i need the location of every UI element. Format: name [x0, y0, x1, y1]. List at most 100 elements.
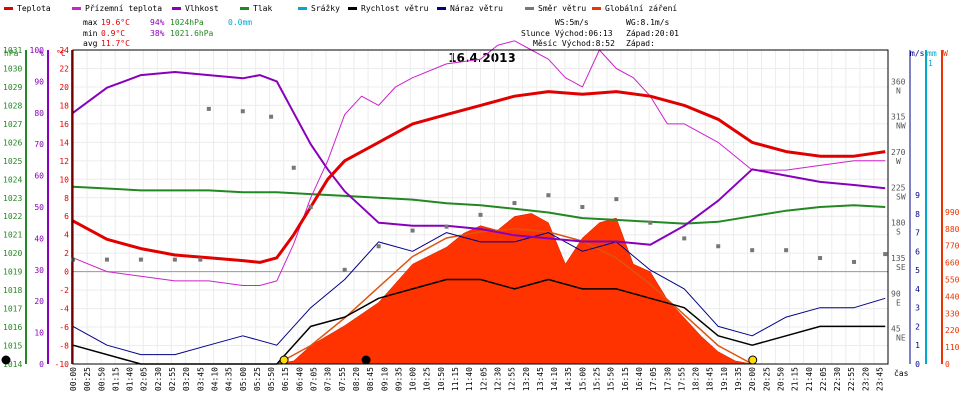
axis-unit-ms: m/s — [910, 49, 925, 58]
tick-hpa: 1018 — [3, 286, 22, 295]
tick-ms: 8 — [915, 210, 920, 219]
tick-pct: 70 — [34, 140, 44, 149]
stat-min-hum: 38% — [150, 29, 165, 38]
tick-dir-name: E — [896, 298, 901, 307]
tick-mm: 1 — [928, 59, 933, 68]
point-smer-vetru — [104, 257, 109, 262]
tick-temp: 10 — [59, 175, 69, 184]
x-tick-label: 10:50 — [437, 367, 446, 391]
tick-ms: 0 — [915, 360, 920, 369]
series-vlhkost — [72, 71, 886, 246]
tick-hpa: 1027 — [3, 120, 22, 129]
x-tick-label: 15:00 — [578, 367, 587, 391]
tick-ms: 3 — [915, 304, 920, 313]
tick-hpa: 1015 — [3, 342, 22, 351]
x-tick-label: 12:55 — [508, 367, 517, 391]
stat-avg-temp: 11.7°C — [101, 39, 130, 48]
tick-ms: 5 — [915, 266, 920, 275]
legend-label-5: Srážky — [311, 4, 340, 13]
x-tick-label: 00:25 — [83, 367, 92, 391]
x-tick-label: 04:10 — [210, 367, 219, 391]
x-tick-label: 16:40 — [635, 367, 644, 391]
tick-dir-name: SE — [896, 263, 906, 272]
tick-dir-name: SW — [896, 192, 906, 201]
legend-label-3: Vlhkost — [185, 4, 219, 13]
tick-hpa: 1016 — [3, 323, 22, 332]
tick-hpa: 1024 — [3, 175, 22, 184]
point-smer-vetru — [750, 248, 755, 253]
legend-label-1: Teplota — [17, 4, 51, 13]
point-smer-vetru — [206, 106, 211, 111]
tick-w: 990 — [945, 208, 960, 217]
tick-pct: 20 — [34, 297, 44, 306]
point-smer-vetru — [614, 197, 619, 202]
legend-swatch — [240, 7, 249, 10]
point-smer-vetru — [376, 244, 381, 249]
legend-label-6: Rychlost větru — [361, 4, 429, 13]
tick-ms: 2 — [915, 322, 920, 331]
tick-w: 330 — [945, 309, 960, 318]
tick-ms: 9 — [915, 191, 920, 200]
tick-dir: 360 — [891, 77, 906, 86]
tick-temp: -6 — [59, 323, 69, 332]
x-tick-label: 20:50 — [776, 367, 785, 391]
tick-w: 880 — [945, 225, 960, 234]
tick-temp: -2 — [59, 286, 69, 295]
tick-w: 440 — [945, 292, 960, 301]
point-smer-vetru — [512, 201, 517, 206]
tick-dir: 315 — [891, 113, 906, 122]
legend-swatch — [298, 7, 307, 10]
tick-dir: 135 — [891, 254, 906, 263]
x-tick-label: 07:55 — [338, 367, 347, 391]
tick-temp: 4 — [64, 231, 69, 240]
sunset-marker — [748, 355, 758, 365]
tick-pct: 30 — [34, 266, 44, 275]
x-tick-label: 01:15 — [111, 367, 120, 391]
tick-hpa: 1030 — [3, 64, 22, 73]
tick-temp: 18 — [59, 101, 69, 110]
tick-ms: 4 — [915, 285, 920, 294]
x-tick-label: 09:35 — [394, 367, 403, 391]
x-tick-label: 08:20 — [352, 367, 361, 391]
sun-rise: Slunce Východ:06:13 — [521, 29, 613, 38]
point-smer-vetru — [444, 224, 449, 229]
stat-max-label: max — [83, 18, 98, 27]
x-tick-label: 23:20 — [861, 367, 870, 391]
tick-w: 110 — [945, 343, 960, 352]
x-tick-label: 01:40 — [126, 367, 135, 391]
stat-max-temp: 19.6°C — [101, 18, 130, 27]
tick-hpa: 1022 — [3, 212, 22, 221]
axis-unit-pct: % — [39, 49, 44, 58]
point-smer-vetru — [410, 228, 415, 233]
tick-ms: 6 — [915, 247, 920, 256]
tick-temp: -4 — [59, 305, 69, 314]
x-tick-label: 07:05 — [310, 367, 319, 391]
tick-hpa: 1021 — [3, 231, 22, 240]
tick-pct: 100 — [30, 46, 45, 55]
x-tick-label: 13:20 — [522, 367, 531, 391]
stat-min-temp: 0.9°C — [101, 29, 125, 38]
tick-hpa: 1014 — [3, 360, 22, 369]
x-tick-label: 12:30 — [493, 367, 502, 391]
stat-max-pres: 1024hPa — [170, 18, 204, 27]
x-tick-label: 16:15 — [621, 367, 630, 391]
x-tick-label: 02:05 — [140, 367, 149, 391]
point-smer-vetru — [818, 256, 823, 261]
x-tick-label: 21:40 — [805, 367, 814, 391]
legend-label-9: Globální záření — [605, 4, 677, 13]
legend-label-8: Směr větru — [538, 4, 586, 13]
x-tick-label: 05:25 — [253, 367, 262, 391]
x-tick-label: 12:05 — [479, 367, 488, 391]
tick-hpa: 1023 — [3, 194, 22, 203]
x-tick-label: 19:35 — [734, 367, 743, 391]
tick-ms: 1 — [915, 341, 920, 350]
x-tick-label: 06:40 — [295, 367, 304, 391]
axis-unit-mm: mm — [927, 49, 937, 58]
point-smer-vetru — [784, 248, 789, 253]
axis-unit-hpa: hPa — [4, 49, 19, 58]
axis-unit-temp: °C — [56, 49, 66, 58]
stat-max-rain: 0.0mm — [228, 18, 252, 27]
wind-wg: WG:8.1m/s — [626, 18, 670, 27]
